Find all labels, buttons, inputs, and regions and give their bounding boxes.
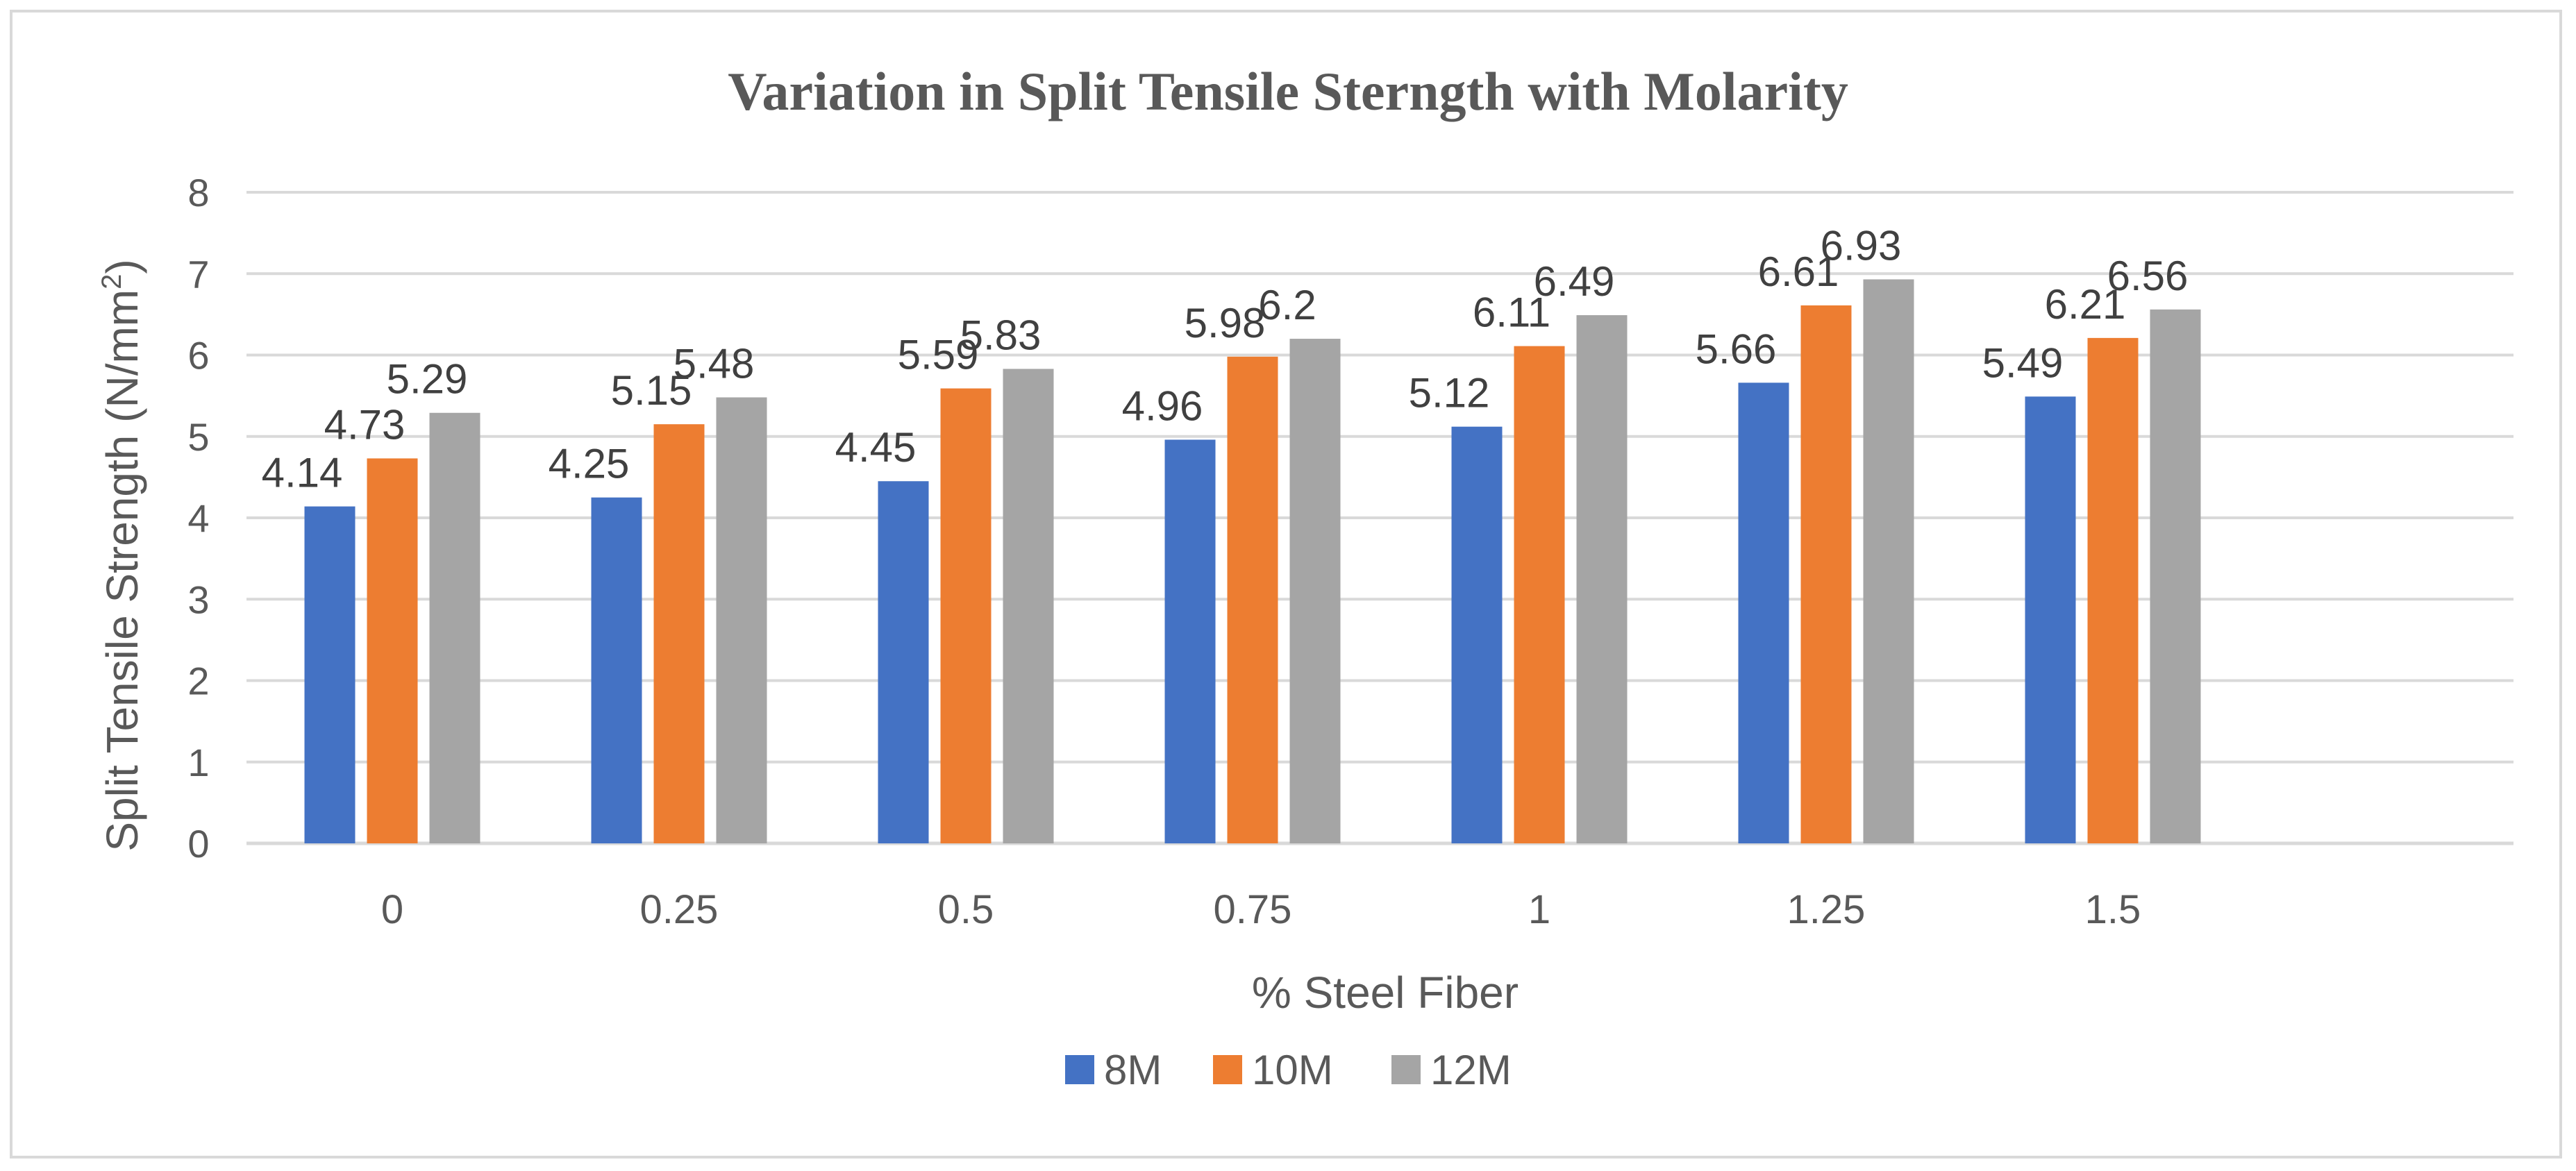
data-label: 6.61 bbox=[1758, 248, 1839, 295]
data-label: 6.21 bbox=[2045, 281, 2126, 328]
y-axis-ticks: 0 1 2 3 4 5 6 7 8 bbox=[187, 171, 209, 866]
bar-10m-1.5 bbox=[2087, 337, 2139, 843]
data-label: 5.49 bbox=[1982, 339, 2064, 386]
legend-swatch-10m bbox=[1213, 1055, 1242, 1084]
data-label: 5.59 bbox=[898, 332, 979, 378]
legend-label-8m: 8M bbox=[1104, 1047, 1162, 1093]
y-tick-label: 1 bbox=[187, 741, 209, 784]
y-axis-label-main: Split Tensile Strength (N/mm bbox=[97, 289, 147, 852]
x-axis-label: % Steel Fiber bbox=[1252, 968, 1519, 1018]
x-axis-ticks: 0 0.25 0.5 0.75 1 1.25 1.5 bbox=[381, 887, 2141, 932]
data-label: 5.48 bbox=[674, 340, 755, 387]
data-label: 4.45 bbox=[835, 424, 917, 471]
legend-label-10m: 10M bbox=[1252, 1047, 1333, 1093]
data-label: 4.96 bbox=[1122, 382, 1203, 429]
data-label: 6.2 bbox=[1258, 282, 1316, 328]
data-label: 5.98 bbox=[1185, 300, 1266, 346]
bar-8m-0.5 bbox=[878, 481, 929, 843]
bar-8m-1.25 bbox=[1738, 382, 1789, 843]
data-label: 5.66 bbox=[1696, 326, 1777, 372]
y-tick-label: 8 bbox=[187, 171, 209, 214]
y-tick-label: 5 bbox=[187, 415, 209, 459]
bar-12m-1 bbox=[1576, 315, 1628, 843]
y-tick-label: 6 bbox=[187, 334, 209, 378]
y-tick-label: 2 bbox=[187, 659, 209, 703]
y-axis-label-close: ) bbox=[97, 259, 147, 273]
x-tick-label: 0.75 bbox=[1214, 887, 1292, 932]
data-label: 5.12 bbox=[1409, 370, 1490, 416]
legend-swatch-12m bbox=[1391, 1055, 1421, 1084]
x-tick-label: 0.5 bbox=[938, 887, 994, 932]
bar-12m-1.5 bbox=[2150, 309, 2201, 844]
y-tick-label: 7 bbox=[187, 252, 209, 296]
bars bbox=[304, 279, 2201, 844]
y-axis-label: Split Tensile Strength (N/mm2) bbox=[97, 259, 147, 851]
bar-8m-0.25 bbox=[591, 497, 642, 843]
legend-label-12m: 12M bbox=[1430, 1047, 1512, 1093]
data-label: 4.14 bbox=[262, 450, 343, 496]
x-tick-label: 1 bbox=[1528, 887, 1550, 932]
bar-8m-0 bbox=[304, 506, 356, 843]
bar-8m-0.75 bbox=[1164, 439, 1216, 843]
y-tick-label: 3 bbox=[187, 578, 209, 621]
data-label: 6.49 bbox=[1534, 258, 1615, 305]
legend-swatch-8m bbox=[1065, 1055, 1094, 1084]
data-label: 4.25 bbox=[549, 441, 630, 487]
chart-title: Variation in Split Tensile Sterngth with… bbox=[728, 61, 1848, 121]
bar-12m-0 bbox=[429, 412, 480, 843]
y-tick-label: 0 bbox=[187, 822, 209, 866]
data-label: 5.15 bbox=[611, 367, 692, 414]
data-labels: 4.144.735.29 4.25 5.155.48 4.45 5.595.83 4.96… bbox=[262, 222, 2189, 496]
data-label: 5.83 bbox=[960, 312, 1042, 358]
x-tick-label: 1.25 bbox=[1787, 887, 1866, 932]
bar-8m-1 bbox=[1451, 426, 1503, 843]
bar-10m-0.5 bbox=[940, 388, 992, 843]
data-label: 6.56 bbox=[2107, 253, 2189, 299]
x-tick-label: 0.25 bbox=[640, 887, 719, 932]
bar-10m-0.75 bbox=[1227, 356, 1278, 843]
legend: 8M 10M 12M bbox=[1065, 1047, 1512, 1093]
x-tick-label: 1.5 bbox=[2085, 887, 2141, 932]
data-label: 6.93 bbox=[1821, 222, 1902, 269]
data-label: 5.29 bbox=[387, 356, 468, 403]
bar-10m-0.25 bbox=[653, 424, 705, 843]
bar-8m-1.5 bbox=[2025, 396, 2076, 843]
bar-10m-1 bbox=[1514, 346, 1565, 843]
data-label: 6.11 bbox=[1473, 289, 1550, 336]
bar-10m-1.25 bbox=[1800, 305, 1852, 843]
data-label: 4.73 bbox=[324, 401, 405, 448]
bar-12m-1.25 bbox=[1863, 279, 1914, 843]
y-tick-label: 4 bbox=[187, 496, 209, 540]
bar-12m-0.25 bbox=[716, 397, 767, 843]
bar-12m-0.75 bbox=[1289, 339, 1341, 843]
y-axis-label-superscript: 2 bbox=[97, 274, 127, 289]
bar-12m-0.5 bbox=[1003, 369, 1054, 843]
bar-10m-0 bbox=[367, 458, 418, 843]
x-tick-label: 0 bbox=[381, 887, 403, 932]
